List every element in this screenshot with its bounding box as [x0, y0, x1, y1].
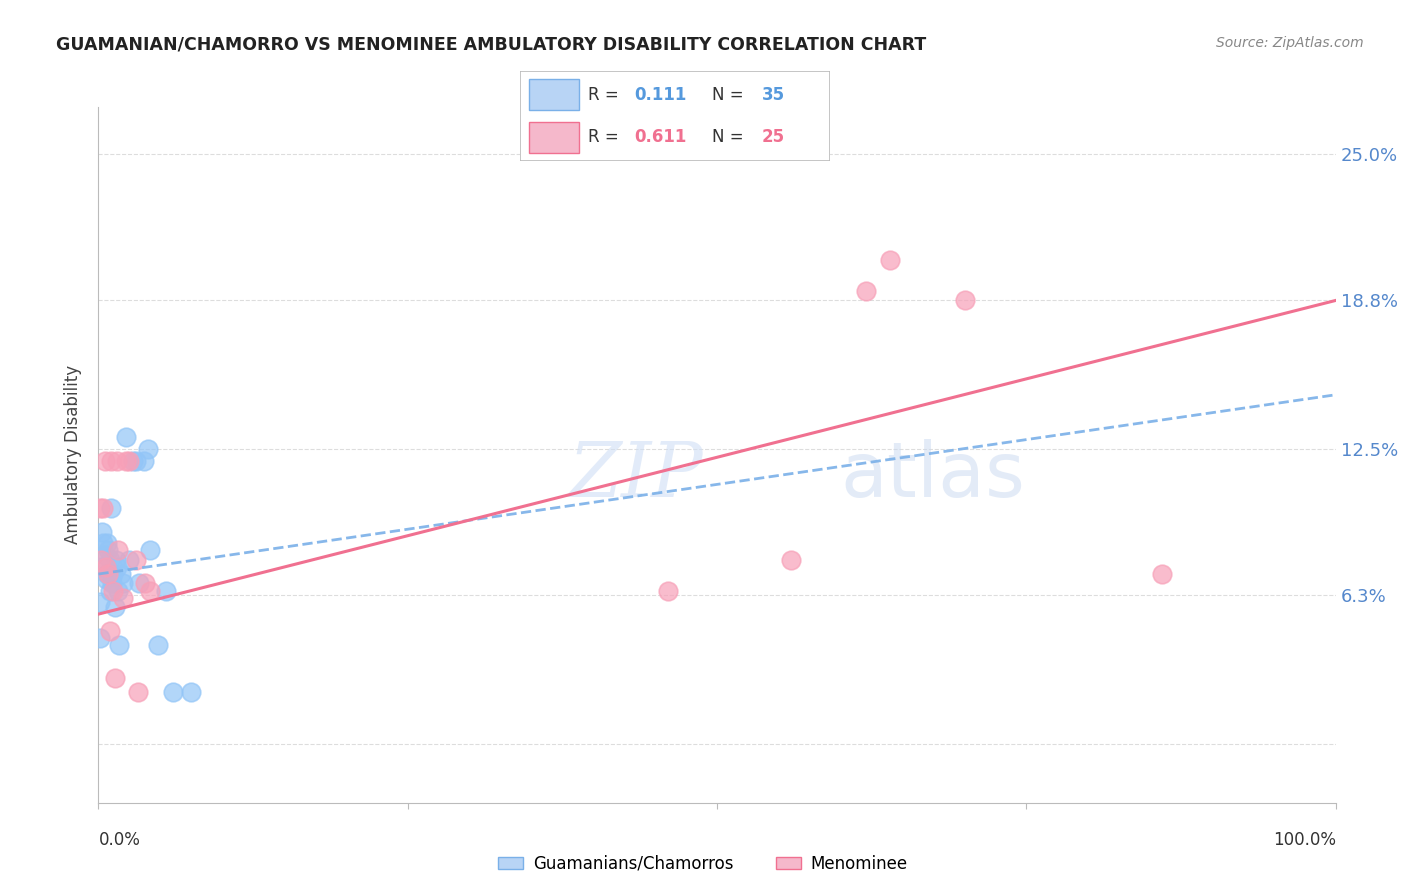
- Point: [89, 560, 111, 574]
- Point: [98, 553, 121, 567]
- Text: R =: R =: [588, 86, 624, 103]
- Text: 35: 35: [762, 86, 785, 103]
- Point: [98, 624, 121, 638]
- Point: [100, 500, 122, 515]
- Point: [101, 576, 124, 591]
- Text: 0.0%: 0.0%: [98, 831, 141, 849]
- Point: [91, 524, 114, 539]
- Point: [96, 536, 118, 550]
- Point: [112, 591, 135, 605]
- Point: [146, 638, 169, 652]
- Point: [104, 553, 127, 567]
- Legend: Guamanians/Chamorros, Menominee: Guamanians/Chamorros, Menominee: [492, 848, 914, 880]
- Point: [96, 567, 118, 582]
- Point: [103, 567, 125, 582]
- Point: [105, 454, 128, 468]
- Point: [134, 576, 156, 591]
- Point: [122, 454, 145, 468]
- Point: [89, 595, 111, 609]
- Text: 25: 25: [762, 128, 785, 146]
- Point: [98, 583, 121, 598]
- Point: [89, 631, 111, 645]
- Point: [855, 284, 877, 298]
- Point: [139, 583, 162, 598]
- Text: N =: N =: [711, 128, 749, 146]
- Text: 0.611: 0.611: [634, 128, 688, 146]
- Point: [103, 600, 125, 615]
- Point: [124, 553, 146, 567]
- Point: [103, 671, 125, 685]
- Point: [118, 553, 141, 567]
- FancyBboxPatch shape: [530, 122, 579, 153]
- Point: [780, 553, 803, 567]
- Text: GUAMANIAN/CHAMORRO VS MENOMINEE AMBULATORY DISABILITY CORRELATION CHART: GUAMANIAN/CHAMORRO VS MENOMINEE AMBULATO…: [56, 36, 927, 54]
- Y-axis label: Ambulatory Disability: Ambulatory Disability: [65, 366, 83, 544]
- FancyBboxPatch shape: [530, 79, 579, 110]
- Point: [180, 685, 202, 699]
- Point: [93, 548, 115, 562]
- Point: [118, 454, 141, 468]
- Point: [94, 560, 117, 574]
- Point: [107, 543, 129, 558]
- Text: N =: N =: [711, 86, 749, 103]
- Point: [108, 638, 131, 652]
- Point: [94, 572, 117, 586]
- Point: [114, 454, 136, 468]
- Point: [90, 553, 112, 567]
- Text: atlas: atlas: [841, 439, 1025, 513]
- Point: [134, 454, 156, 468]
- Text: Source: ZipAtlas.com: Source: ZipAtlas.com: [1216, 36, 1364, 50]
- Point: [93, 536, 115, 550]
- Point: [103, 583, 125, 598]
- Point: [97, 543, 120, 558]
- Point: [100, 454, 122, 468]
- Point: [100, 567, 122, 582]
- Point: [93, 454, 115, 468]
- Point: [657, 583, 679, 598]
- Point: [105, 560, 128, 574]
- Point: [110, 567, 132, 582]
- Point: [155, 583, 177, 598]
- Point: [162, 685, 184, 699]
- Text: ZIP: ZIP: [568, 439, 703, 513]
- Point: [136, 442, 159, 456]
- Point: [879, 253, 901, 268]
- Point: [139, 543, 162, 558]
- Text: R =: R =: [588, 128, 624, 146]
- Point: [124, 454, 146, 468]
- Point: [1152, 567, 1174, 582]
- Point: [107, 583, 129, 598]
- FancyBboxPatch shape: [520, 71, 830, 161]
- Text: 0.111: 0.111: [634, 86, 688, 103]
- Point: [128, 576, 150, 591]
- Point: [112, 576, 135, 591]
- Point: [953, 293, 976, 308]
- Point: [93, 500, 115, 515]
- Point: [127, 685, 149, 699]
- Text: 100.0%: 100.0%: [1272, 831, 1336, 849]
- Point: [97, 567, 120, 582]
- Point: [89, 500, 111, 515]
- Point: [114, 430, 136, 444]
